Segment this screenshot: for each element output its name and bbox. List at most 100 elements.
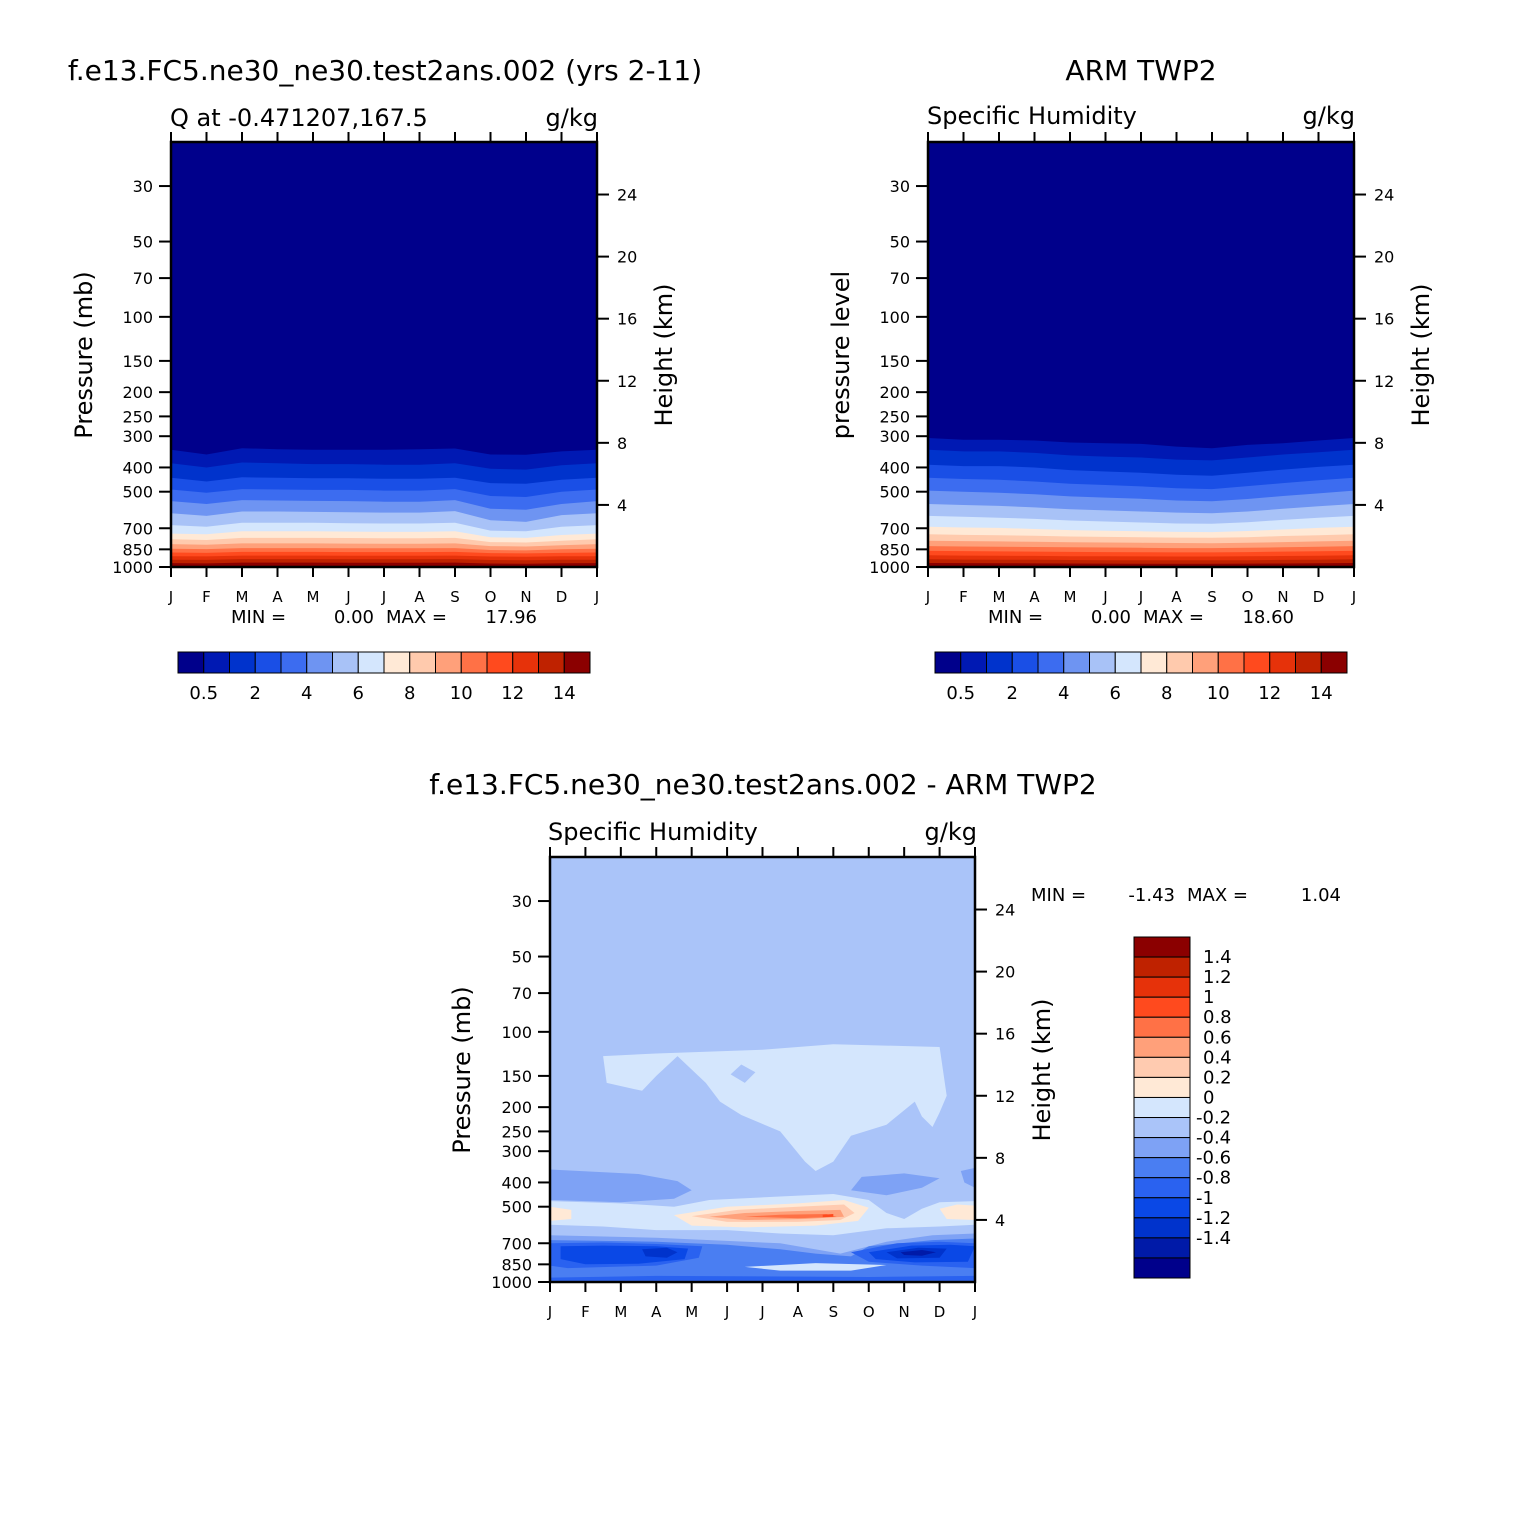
contour-region-12 bbox=[822, 1214, 834, 1218]
panel-model-subtitle-left: Q at -0.471207,167.5 bbox=[170, 104, 428, 132]
panel-model-min-value: 0.00 bbox=[334, 607, 374, 628]
pressure-tick-label: 700 bbox=[501, 1234, 532, 1253]
colorbar-box-2 bbox=[1133, 976, 1191, 998]
height-tick-label: 24 bbox=[617, 186, 637, 205]
height-tick-label: 12 bbox=[617, 372, 637, 391]
height-tick-label: 12 bbox=[995, 1087, 1015, 1106]
contour-region-21 bbox=[900, 1250, 936, 1256]
colorbar-box-11 bbox=[460, 651, 488, 674]
contour-region-2 bbox=[550, 1169, 692, 1203]
height-tick-label: 4 bbox=[995, 1211, 1005, 1230]
colorbar-label: -0.4 bbox=[1196, 1128, 1231, 1149]
colorbar-label: 1 bbox=[1203, 987, 1214, 1008]
pressure-tick-label: 30 bbox=[890, 177, 910, 196]
panel-model-max-label: MAX = bbox=[386, 607, 447, 628]
colorbar-box-10 bbox=[1192, 651, 1219, 674]
month-tick-label: J bbox=[594, 588, 599, 606]
month-tick-label: S bbox=[450, 588, 460, 606]
month-tick-label: J bbox=[168, 588, 173, 606]
pressure-tick-label: 200 bbox=[501, 1098, 532, 1117]
colorbar-label: 10 bbox=[1207, 683, 1230, 704]
colorbar-box-11 bbox=[1133, 1157, 1191, 1179]
colorbar-box-6 bbox=[1133, 1056, 1191, 1078]
colorbar-box-13 bbox=[1133, 1197, 1191, 1219]
colorbar-box-1 bbox=[1133, 956, 1191, 978]
contour-region-1 bbox=[730, 1064, 756, 1083]
colorbar-label: 8 bbox=[1161, 683, 1172, 704]
pressure-tick-label: 850 bbox=[122, 540, 153, 559]
panel-model-colorbar: 0.5 2 4 6 8 10 12 14 bbox=[177, 651, 591, 704]
colorbar-box-7 bbox=[1114, 651, 1142, 674]
panel-diff-max-value: 1.04 bbox=[1301, 885, 1341, 906]
pressure-tick-label: 30 bbox=[512, 892, 532, 911]
colorbar-box-6 bbox=[1089, 651, 1116, 674]
colorbar-box-13 bbox=[512, 651, 539, 674]
month-tick-label: D bbox=[556, 588, 568, 606]
month-tick-label: M bbox=[614, 1303, 627, 1321]
colorbar-label: 0 bbox=[1203, 1087, 1214, 1108]
month-tick-label: J bbox=[759, 1303, 764, 1321]
month-tick-label: F bbox=[202, 588, 211, 606]
colorbar-label: 0.6 bbox=[1203, 1027, 1232, 1048]
contour-region-6 bbox=[550, 1206, 572, 1221]
month-tick-label: J bbox=[1138, 588, 1143, 606]
height-tick-label: 24 bbox=[995, 901, 1015, 920]
panel-diff-subtitle-left: Specific Humidity bbox=[548, 818, 758, 846]
month-tick-label: N bbox=[520, 588, 531, 606]
colorbar-label: 1.4 bbox=[1203, 947, 1232, 968]
height-tick-label: 4 bbox=[617, 496, 627, 515]
colorbar-box-3 bbox=[1133, 996, 1191, 1018]
month-tick-label: J bbox=[1102, 588, 1107, 606]
colorbar-label: 6 bbox=[1110, 683, 1121, 704]
panel-diff-title: f.e13.FC5.ne30_ne30.test2ans.002 - ARM T… bbox=[429, 768, 1096, 801]
colorbar-box-9 bbox=[1166, 651, 1193, 674]
colorbar-label: 12 bbox=[501, 683, 524, 704]
pressure-tick-label: 500 bbox=[501, 1198, 532, 1217]
pressure-tick-label: 100 bbox=[879, 308, 910, 327]
colorbar-box-3 bbox=[254, 651, 282, 674]
panel-obs-max-value: 18.60 bbox=[1242, 607, 1294, 628]
colorbar-label: -1.2 bbox=[1196, 1208, 1231, 1229]
panel-diff-plot-area bbox=[550, 857, 975, 1282]
pressure-tick-label: 70 bbox=[133, 269, 153, 288]
pressure-tick-label: 70 bbox=[512, 984, 532, 1003]
contour-region-8 bbox=[939, 1204, 975, 1220]
colorbar-label: 0.5 bbox=[946, 683, 975, 704]
colorbar-box-14 bbox=[1133, 1217, 1191, 1239]
height-tick-label: 8 bbox=[995, 1149, 1005, 1168]
panel-diff-max-label: MAX = bbox=[1187, 885, 1248, 906]
panel-obs-min-label: MIN = bbox=[988, 607, 1043, 628]
pressure-tick-label: 100 bbox=[122, 308, 153, 327]
pressure-tick-label: 700 bbox=[122, 519, 153, 538]
panel-model-ylabel: Pressure (mb) bbox=[70, 271, 98, 438]
month-tick-label: F bbox=[581, 1303, 590, 1321]
colorbar-label: 0.5 bbox=[189, 683, 218, 704]
colorbar-label: 14 bbox=[1310, 683, 1333, 704]
month-tick-label: J bbox=[1351, 588, 1356, 606]
colorbar-box-12 bbox=[486, 651, 514, 674]
panel-obs-min-value: 0.00 bbox=[1091, 607, 1131, 628]
panel-diff-ylabel: Pressure (mb) bbox=[448, 986, 476, 1153]
colorbar-label: -0.8 bbox=[1196, 1168, 1231, 1189]
month-tick-label: J bbox=[724, 1303, 729, 1321]
colorbar-box-8 bbox=[383, 651, 411, 674]
contour-region-0 bbox=[603, 1044, 947, 1171]
height-tick-label: 16 bbox=[617, 310, 637, 329]
colorbar-box-4 bbox=[280, 651, 308, 674]
month-tick-label: J bbox=[972, 1303, 977, 1321]
colorbar-box-6 bbox=[332, 651, 359, 674]
height-tick-label: 16 bbox=[995, 1025, 1015, 1044]
pressure-tick-label: 150 bbox=[879, 352, 910, 371]
colorbar-label: -1.4 bbox=[1196, 1228, 1231, 1249]
panel-diff-colorbar: 1.41.210.80.60.40.20-0.2-0.4-0.6-0.8-1-1… bbox=[1133, 936, 1232, 1279]
height-tick-label: 20 bbox=[617, 248, 637, 267]
month-tick-label: J bbox=[381, 588, 386, 606]
panel-obs-max-label: MAX = bbox=[1143, 607, 1204, 628]
pressure-tick-label: 300 bbox=[122, 427, 153, 446]
height-tick-label: 16 bbox=[1374, 310, 1394, 329]
panel-obs-plot-area bbox=[928, 142, 1354, 567]
month-tick-label: M bbox=[685, 1303, 698, 1321]
pressure-tick-label: 250 bbox=[122, 407, 153, 426]
